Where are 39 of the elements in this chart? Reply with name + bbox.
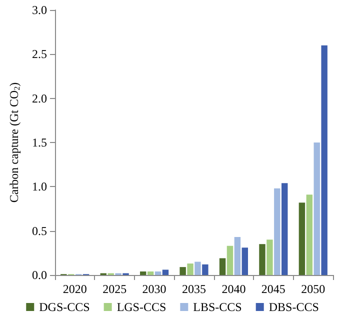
legend-label: LGS-CCS [116,300,166,314]
y-tick-label: 0.5 [32,224,47,238]
y-tick-label: 2.5 [32,47,47,62]
bar [282,183,288,275]
bar [180,267,186,275]
x-tick-label: 2040 [222,282,246,296]
bar [314,142,320,275]
y-tick-label: 1.5 [32,136,47,150]
bar [298,202,306,275]
bar [162,270,169,275]
x-tick-label: 2020 [62,282,87,296]
bar [274,188,280,275]
bar [259,244,266,275]
bar [234,237,241,275]
bar [154,271,162,275]
y-tick-label: 3.0 [32,3,47,17]
bar [194,262,201,275]
bar [147,271,154,275]
bar [219,258,226,275]
bar [321,45,328,275]
legend-label: DBS-CCS [268,300,319,314]
legend-label: DGS-CCS [39,300,90,314]
y-tick-label: 1.0 [32,180,47,194]
x-tick-label: 2030 [142,282,166,296]
bar [266,240,273,275]
bar [202,264,208,275]
x-tick-label: 2045 [261,282,286,296]
legend-label: LBS-CCS [193,300,242,314]
bar [242,248,248,275]
x-tick-label: 2050 [301,282,326,296]
x-tick-label: 2035 [182,282,206,296]
y-axis-title: Carbon capture (Gt CO2) [7,82,22,203]
bar [187,264,194,275]
x-tick-label: 2025 [102,282,127,296]
bar [140,271,146,275]
y-tick-label: 0.0 [32,268,47,282]
y-tick-label: 2.0 [32,91,47,106]
bar [226,246,234,275]
bar [306,194,313,275]
